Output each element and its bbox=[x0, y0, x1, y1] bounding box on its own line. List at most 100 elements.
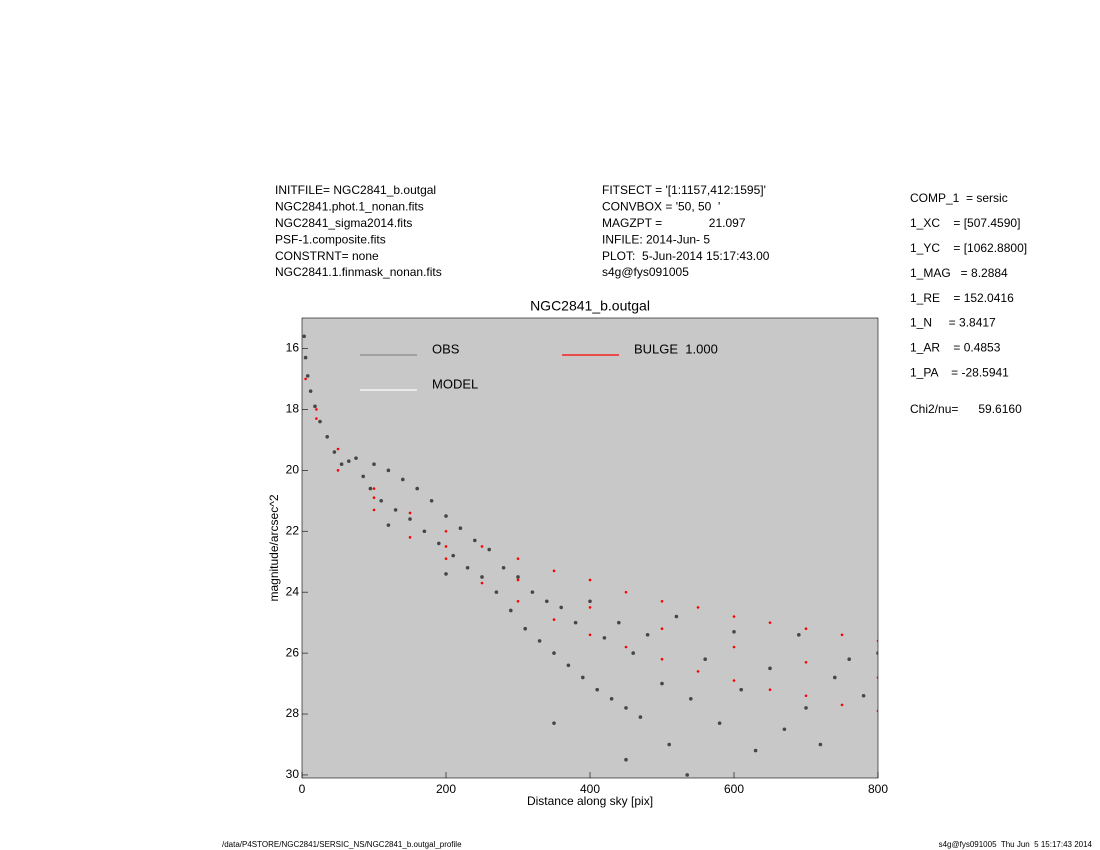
point bbox=[602, 636, 607, 640]
point bbox=[588, 599, 592, 604]
point bbox=[408, 517, 412, 521]
header-line: CONSTRNT= none bbox=[275, 249, 379, 263]
x-tick-label: 600 bbox=[724, 782, 744, 796]
y-axis-label: magnitude/arcsec^2 bbox=[267, 494, 281, 601]
point bbox=[609, 696, 614, 701]
header-line: FITSECT = '[1:1157,412:1595]' bbox=[602, 183, 766, 197]
point bbox=[408, 511, 412, 515]
point bbox=[516, 578, 520, 582]
legend-label: OBS bbox=[432, 341, 460, 356]
chi2: Chi2/nu= 59.6160 bbox=[910, 402, 1022, 416]
point bbox=[660, 600, 664, 603]
point bbox=[315, 408, 318, 411]
point bbox=[876, 651, 878, 655]
point bbox=[588, 578, 592, 582]
param-line: COMP_1 = sersic bbox=[910, 191, 1008, 205]
point bbox=[804, 694, 808, 698]
point bbox=[689, 696, 693, 701]
param-line: 1_PA = -28.5941 bbox=[910, 365, 1009, 379]
point bbox=[588, 633, 592, 637]
y-tick-label: 26 bbox=[286, 645, 300, 659]
point bbox=[372, 462, 376, 467]
header-line: INITFILE= NGC2841_b.outgal bbox=[275, 183, 436, 197]
point bbox=[696, 670, 700, 673]
header-line: NGC2841_sigma2014.fits bbox=[275, 216, 412, 230]
chart-title: NGC2841_b.outgal bbox=[530, 298, 650, 314]
point bbox=[347, 459, 351, 463]
point bbox=[624, 590, 628, 594]
y-tick-label: 16 bbox=[286, 341, 300, 355]
point bbox=[667, 742, 671, 747]
point bbox=[473, 538, 477, 543]
point bbox=[545, 599, 549, 604]
point bbox=[465, 566, 470, 570]
point bbox=[732, 629, 736, 634]
point bbox=[444, 514, 448, 518]
footer-stamp: s4g@fys091005 Thu Jun 5 15:17:43 2014 bbox=[939, 840, 1093, 849]
point bbox=[660, 681, 664, 686]
point bbox=[451, 553, 456, 558]
point bbox=[372, 496, 376, 500]
point bbox=[804, 706, 808, 710]
point bbox=[732, 615, 736, 618]
points bbox=[302, 334, 878, 777]
point bbox=[797, 633, 801, 637]
point bbox=[444, 529, 448, 533]
point bbox=[847, 657, 851, 661]
header-line: s4g@fys091005 bbox=[602, 265, 689, 279]
point bbox=[530, 590, 535, 594]
point bbox=[588, 606, 592, 609]
header-line: NGC2841.phot.1_nonan.fits bbox=[275, 200, 424, 214]
point bbox=[516, 600, 520, 603]
param-line: 1_XC = [507.4590] bbox=[910, 216, 1020, 230]
point bbox=[458, 526, 463, 530]
point bbox=[303, 355, 308, 360]
point bbox=[624, 706, 628, 710]
point bbox=[876, 676, 878, 679]
point bbox=[876, 709, 878, 713]
point bbox=[304, 377, 307, 381]
point bbox=[645, 633, 650, 637]
x-tick-label: 800 bbox=[868, 782, 888, 796]
point bbox=[501, 566, 506, 570]
point bbox=[660, 657, 664, 661]
x-tick-label: 0 bbox=[299, 782, 306, 796]
point bbox=[315, 417, 318, 420]
point bbox=[552, 569, 556, 573]
point bbox=[408, 536, 412, 539]
y-tick-label: 20 bbox=[286, 462, 300, 476]
point bbox=[509, 608, 513, 613]
point bbox=[861, 693, 866, 698]
y-tick-label: 24 bbox=[286, 584, 300, 598]
header-line: PSF-1.composite.fits bbox=[275, 232, 386, 246]
param-line: 1_AR = 0.4853 bbox=[910, 341, 1001, 355]
point bbox=[537, 639, 542, 643]
point bbox=[308, 389, 313, 393]
header-line: NGC2841.1.finmask_nonan.fits bbox=[275, 265, 442, 279]
point bbox=[354, 456, 358, 460]
point bbox=[732, 679, 736, 682]
header-line: INFILE: 2014-Jun- 5 bbox=[602, 232, 710, 246]
point bbox=[717, 721, 722, 725]
point bbox=[581, 675, 585, 680]
point bbox=[386, 523, 391, 527]
point bbox=[437, 541, 441, 546]
point bbox=[552, 618, 556, 621]
point bbox=[480, 575, 484, 579]
point bbox=[631, 651, 635, 655]
param-line: 1_YC = [1062.8800] bbox=[910, 241, 1027, 255]
point bbox=[696, 606, 700, 609]
point bbox=[332, 450, 337, 454]
point bbox=[674, 614, 679, 619]
point bbox=[393, 508, 398, 512]
header-line: CONVBOX = '50, 50 ' bbox=[602, 200, 720, 214]
point bbox=[372, 508, 376, 512]
point bbox=[494, 590, 499, 594]
header-line: MAGZPT = 21.097 bbox=[602, 216, 746, 230]
point bbox=[302, 334, 306, 339]
plot-area bbox=[301, 317, 879, 779]
legend-label: MODEL bbox=[432, 376, 478, 391]
point bbox=[444, 572, 448, 576]
point bbox=[552, 721, 556, 725]
